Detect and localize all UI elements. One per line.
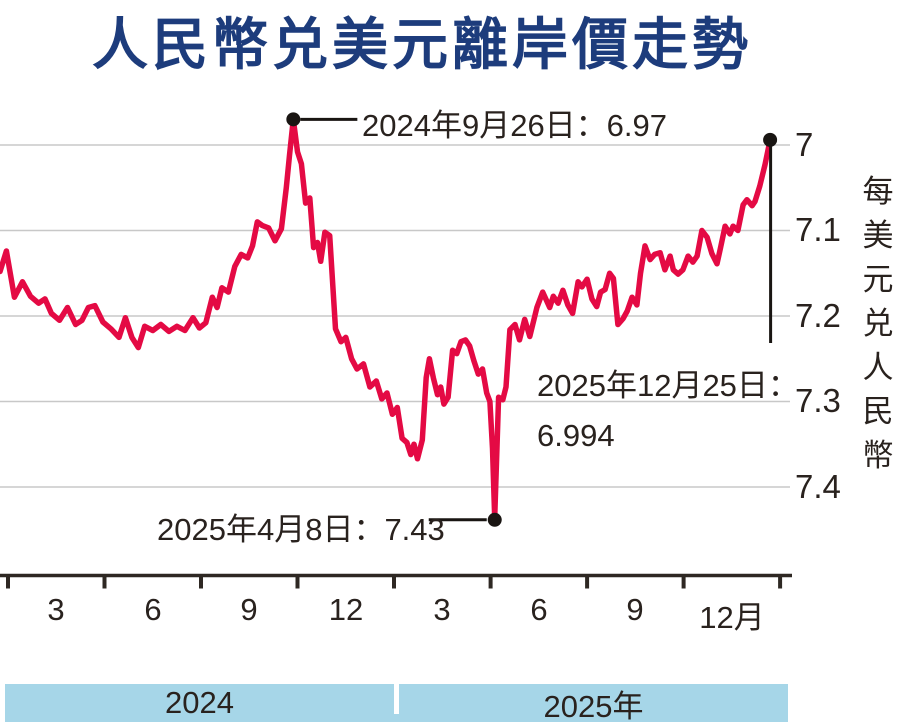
x-axis-tick-label: 3 xyxy=(433,592,451,627)
x-axis-tick-label: 6 xyxy=(144,592,162,627)
annotation-trough: 2025年4月8日：7.43 xyxy=(157,512,445,547)
trough-dot xyxy=(487,512,502,527)
x-axis-tick-label: 12月 xyxy=(699,600,765,635)
y-axis-tick-label: 7.3 xyxy=(795,382,841,419)
chart-title: 人民幣兑美元離岸價走勢 xyxy=(92,13,752,76)
x-axis-tick-label: 6 xyxy=(530,592,548,627)
y-axis-tick-label: 7.2 xyxy=(795,297,841,334)
rate-line xyxy=(0,116,773,521)
annotation-latest-value: 6.994 xyxy=(537,418,615,453)
x-axis-tick-label: 9 xyxy=(240,592,258,627)
peak-dot xyxy=(286,112,301,127)
y-axis-tick-label: 7.4 xyxy=(795,468,841,505)
annotation-latest-date: 2025年12月25日： xyxy=(537,368,799,403)
period-divider xyxy=(394,684,399,714)
period-2025-label: 2025年 xyxy=(543,688,644,724)
x-axis-tick-label: 9 xyxy=(626,592,644,627)
annotation-peak: 2024年9月26日：6.97 xyxy=(362,108,668,143)
x-axis-tick-label: 3 xyxy=(47,592,65,627)
x-axis-tick-label: 12 xyxy=(328,592,364,627)
y-axis-unit-label: 每美元兑人民幣 xyxy=(862,174,894,473)
y-axis-tick-label: 7.1 xyxy=(795,211,841,248)
y-axis-tick-label: 7 xyxy=(795,126,814,163)
period-2024-label: 2024 xyxy=(165,685,234,720)
latest-dot xyxy=(763,132,778,147)
period-bar: 2024 2025年 xyxy=(5,684,788,724)
